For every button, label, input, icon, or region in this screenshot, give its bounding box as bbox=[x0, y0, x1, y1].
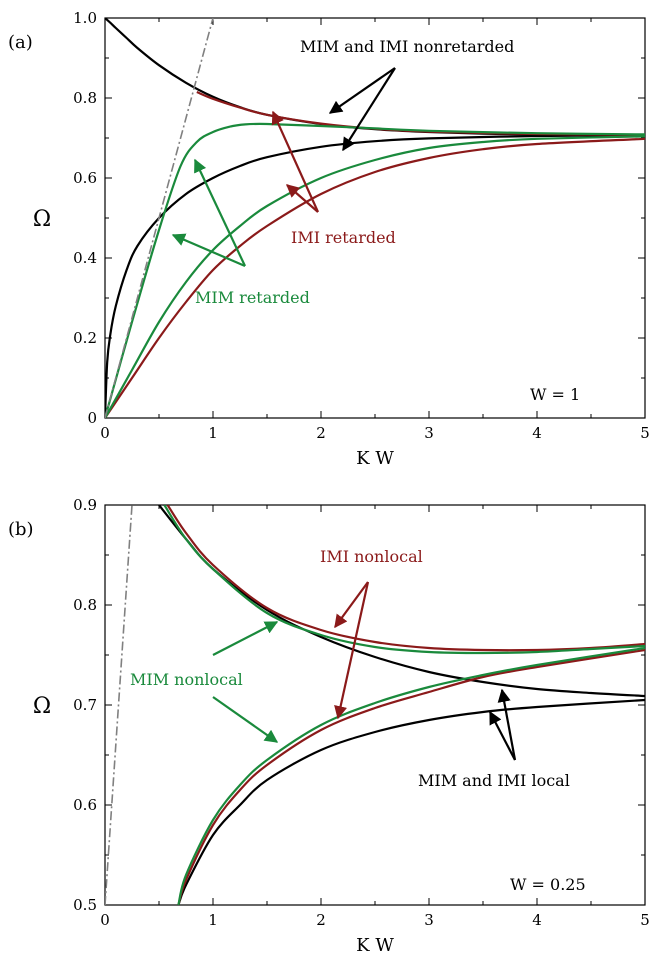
plot-frame bbox=[104, 17, 646, 419]
mim-and-imi-local-curve bbox=[177, 698, 645, 905]
mim-nonlocal-curve bbox=[163, 505, 645, 655]
x-tick-label: 3 bbox=[424, 911, 434, 929]
panel-b: 0 1 2 3 4 5 0.5 0.6 0.7 0.8 0.9 K W Ω (b) W = 0.25 IMI … bbox=[8, 496, 649, 956]
light-line bbox=[105, 18, 214, 418]
x-tick-label: 5 bbox=[640, 424, 649, 442]
x-tick-label: 4 bbox=[532, 424, 542, 442]
annotation-arrow bbox=[212, 696, 279, 743]
x-tick-label: 2 bbox=[316, 911, 326, 929]
annotation-arrow bbox=[171, 233, 246, 268]
imi-nonlocal-curve bbox=[177, 648, 645, 905]
x-tick-label: 1 bbox=[208, 424, 218, 442]
x-tick-label: 3 bbox=[424, 424, 434, 442]
x-axis-label: K W bbox=[356, 448, 394, 469]
imi-retarded-curve bbox=[105, 137, 645, 418]
y-tick-label: 0.9 bbox=[73, 496, 97, 514]
annotation-arrow bbox=[194, 158, 246, 267]
x-tick-label: 0 bbox=[100, 911, 110, 929]
annotation-arrow bbox=[328, 67, 396, 114]
y-axis-label: Ω bbox=[33, 207, 51, 232]
annotation-label: MIM retarded bbox=[195, 288, 310, 307]
curves bbox=[105, 18, 645, 418]
y-tick-label: 0.6 bbox=[73, 169, 97, 187]
annotation-arrow bbox=[342, 67, 396, 152]
parameter-label: W = 0.25 bbox=[510, 875, 586, 894]
annotation-arrow bbox=[497, 688, 517, 761]
annotation-label: MIM and IMI nonretarded bbox=[300, 37, 514, 56]
annotation-arrow bbox=[212, 621, 279, 656]
x-tick-label: 2 bbox=[316, 424, 326, 442]
imi-nonlocal-curve bbox=[166, 505, 645, 652]
mim-and-imi-nonretarded-curve bbox=[105, 134, 645, 418]
imi-retarded-curve bbox=[196, 90, 645, 136]
x-tick-label: 0 bbox=[100, 424, 110, 442]
panel-label: (a) bbox=[8, 32, 33, 53]
curves bbox=[105, 505, 645, 905]
x-tick-label: 5 bbox=[640, 911, 649, 929]
panel-a: 0 1 2 3 4 5 0 0.2 0.4 0.6 0.8 1.0 K W Ω (a) W = 1 MIM an… bbox=[8, 9, 649, 469]
mim-retarded-curve bbox=[105, 135, 645, 418]
annotation-label: MIM and IMI local bbox=[418, 771, 570, 790]
y-axis-label: Ω bbox=[33, 694, 51, 719]
y-tick-label: 0.4 bbox=[73, 249, 97, 267]
panel-label: (b) bbox=[8, 519, 34, 540]
parameter-label: W = 1 bbox=[530, 385, 580, 404]
mim-nonlocal-curve bbox=[177, 646, 645, 905]
annotation-label: IMI nonlocal bbox=[320, 547, 423, 566]
y-tick-label: 0 bbox=[87, 409, 97, 427]
x-tick-label: 1 bbox=[208, 911, 218, 929]
annotation-arrow bbox=[489, 710, 516, 761]
annotation-label: MIM nonlocal bbox=[130, 670, 243, 689]
annotation-label: IMI retarded bbox=[291, 228, 396, 247]
annotation-arrow bbox=[271, 110, 320, 213]
y-tick-label: 0.7 bbox=[73, 696, 97, 714]
annotation-arrow bbox=[286, 184, 319, 213]
annotation-arrow bbox=[334, 581, 370, 720]
mim-retarded-curve bbox=[105, 122, 645, 418]
y-tick-label: 0.8 bbox=[73, 89, 97, 107]
x-axis-label: K W bbox=[356, 935, 394, 956]
mim-and-imi-local-curve bbox=[158, 505, 645, 698]
y-tick-label: 0.5 bbox=[73, 896, 97, 914]
annotation-arrow bbox=[334, 581, 369, 629]
x-tick-label: 4 bbox=[532, 911, 542, 929]
y-tick-label: 0.8 bbox=[73, 596, 97, 614]
y-tick-label: 0.2 bbox=[73, 329, 97, 347]
y-tick-label: 0.6 bbox=[73, 796, 97, 814]
y-tick-label: 1.0 bbox=[73, 9, 97, 27]
light-line bbox=[105, 505, 133, 905]
